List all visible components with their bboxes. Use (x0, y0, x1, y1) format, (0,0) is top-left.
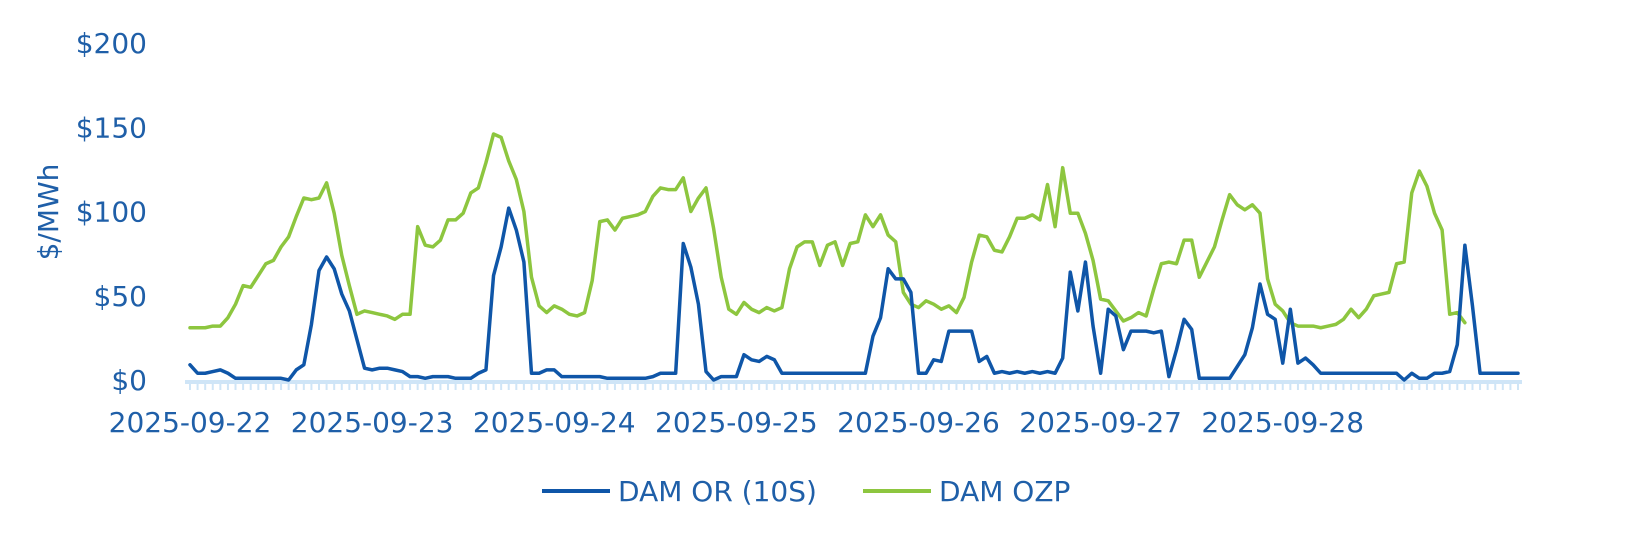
x-axis (185, 380, 1522, 390)
series-lines (188, 132, 1520, 382)
x-tick-label: 2025-09-24 (473, 406, 636, 439)
y-tick-label: $100 (76, 196, 147, 229)
x-tick-label: 2025-09-28 (1201, 406, 1364, 439)
series-line-dam-or-10s (188, 206, 1520, 382)
y-axis-ticks: $0 $50 $100 $150 $200 (76, 27, 147, 397)
x-tick-label: 2025-09-23 (291, 406, 454, 439)
x-tick-label: 2025-09-22 (109, 406, 272, 439)
x-tick-label: 2025-09-25 (655, 406, 818, 439)
legend: DAM OR (10S) DAM OZP (542, 475, 1070, 508)
legend-label: DAM OR (10S) (618, 475, 817, 508)
y-tick-label: $200 (76, 27, 147, 60)
x-tick-label: 2025-09-27 (1019, 406, 1182, 439)
y-tick-label: $150 (76, 111, 147, 144)
y-tick-label: $50 (94, 280, 147, 313)
y-tick-label: $0 (111, 364, 147, 397)
x-axis-ticks: 2025-09-22 2025-09-23 2025-09-24 2025-09-25… (109, 406, 1364, 439)
legend-label: DAM OZP (939, 475, 1070, 508)
series-line-dam-ozp (188, 132, 1467, 330)
x-tick-label: 2025-09-26 (837, 406, 1000, 439)
y-axis-label: $/MWh (32, 164, 65, 261)
